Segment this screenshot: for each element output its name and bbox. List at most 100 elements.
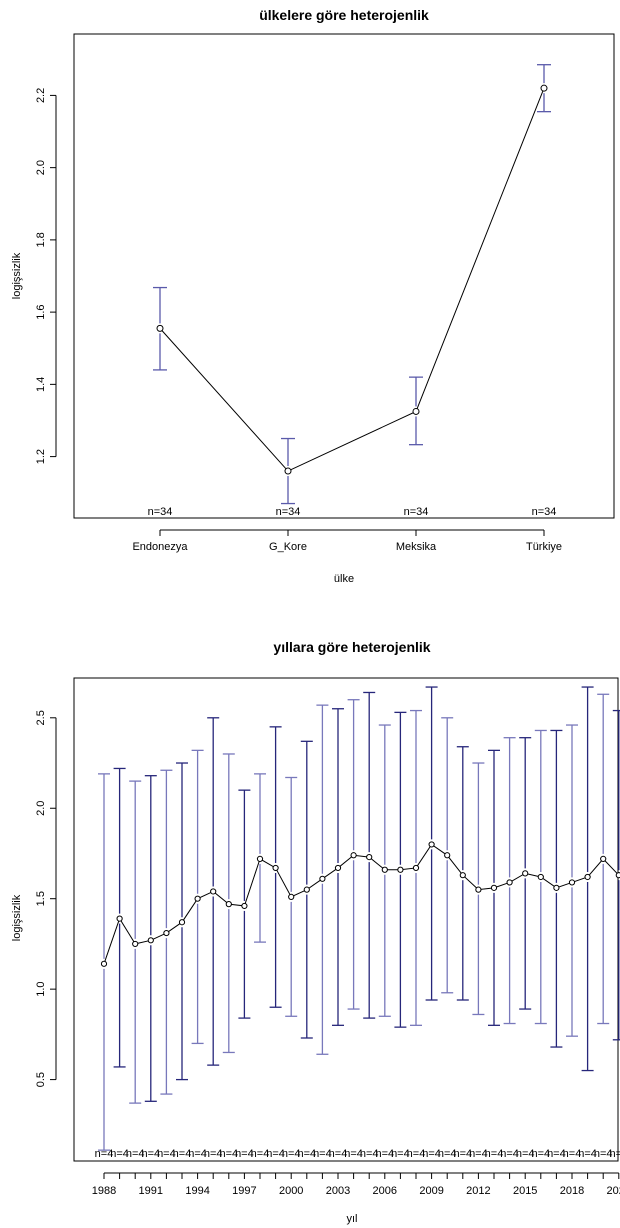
chart-2-point [303, 886, 310, 893]
chart-2-point [397, 866, 404, 873]
chart-2-point [194, 895, 201, 902]
chart-2-point [272, 864, 279, 872]
chart-2-n-label: n=4 [266, 1148, 285, 1160]
chart-2-n-label: n=4 [547, 1148, 566, 1160]
chart-1-x-tick-label: Endonezya [132, 541, 188, 553]
chart-2-n-label: n=4 [95, 1148, 114, 1160]
chart-2-n-label: n=4 [126, 1148, 145, 1160]
chart-2-point [412, 864, 420, 872]
chart-2-x-tick-label: 1994 [185, 1185, 209, 1197]
chart-2-n-label: n=4 [188, 1148, 207, 1160]
chart-2-errorbar [207, 717, 220, 1066]
chart-1-title: ülkelere göre heterojenlik [259, 7, 429, 23]
chart-1-point [412, 407, 420, 415]
chart-2-x-tick-label: 2012 [466, 1185, 490, 1197]
chart-2-point [490, 884, 498, 891]
chart-1-series [156, 84, 548, 475]
chart-2-series-line [103, 843, 620, 964]
chart-2-errorbar [176, 762, 188, 1081]
chart-2-errorbar [472, 762, 485, 1016]
chart-years: yıllara göre heterojenlik yıl logişsizli… [11, 639, 620, 1225]
chart-2-n-labels: n=4n=4n=4n=4n=4n=4n=4n=4n=4n=4n=4n=4n=4n… [95, 1148, 620, 1160]
chart-2-n-label: n=4 [157, 1148, 176, 1160]
chart-1-x-tick-label: G_Kore [269, 541, 307, 553]
chart-2-point [288, 893, 295, 900]
chart-1-n-labels: n=34 n=34 n=34 n=34 [148, 506, 557, 518]
chart-2-point [178, 919, 186, 926]
chart-2-x-tick-label: 2015 [513, 1185, 537, 1197]
chart-2-y-tick-label: 1.0 [35, 981, 47, 996]
chart-1-point [156, 324, 164, 332]
chart-2-point [225, 901, 232, 908]
chart-2-errorbar [113, 767, 126, 1068]
chart-2-errorbar [612, 709, 620, 1041]
chart-2-x-tick-label: 2009 [419, 1185, 443, 1197]
chart-2-point [553, 884, 560, 891]
chart-2-point [334, 864, 342, 872]
chart-2-n-label: n=4 [485, 1148, 504, 1160]
chart-2-errorbar [503, 737, 516, 1025]
chart-2-point [350, 852, 357, 859]
chart-2-n-label: n=4 [438, 1148, 457, 1160]
chart-2-errorbar [332, 708, 344, 1026]
chart-1-y-tick-label: 1.2 [35, 449, 47, 464]
chart-1-point [540, 84, 548, 92]
chart-2-x-tick-label: 1988 [92, 1185, 116, 1197]
chart-2-n-label: n=4 [500, 1148, 519, 1160]
chart-2-errorbar [597, 693, 610, 1025]
chart-2-point [319, 875, 326, 882]
chart-2-n-label: n=4 [469, 1148, 488, 1160]
chart-2-n-label: n=4 [531, 1148, 550, 1160]
chart-1-y-tick-label: 1.6 [35, 304, 47, 319]
chart-2-point [475, 886, 482, 893]
chart-2-errorbar [269, 726, 282, 1008]
chart-2-point [163, 929, 170, 937]
chart-2-errorbar [410, 709, 422, 1026]
chart-2-x-tick-label: 2006 [373, 1185, 397, 1197]
chart-1-errorbar [153, 286, 167, 371]
chart-1-errorbar [537, 64, 551, 113]
chart-1-series-line [159, 87, 545, 472]
chart-2-n-label: n=4 [329, 1148, 348, 1160]
chart-2-point [444, 852, 451, 859]
chart-2-n-label: n=4 [110, 1148, 129, 1160]
chart-2-point [100, 960, 108, 967]
chart-2-errorbar [254, 773, 266, 943]
chart-2-ylabel: logişsizlik [11, 894, 23, 941]
chart-2-point [537, 873, 544, 881]
chart-2-point [459, 872, 466, 879]
chart-1-n-label: n=34 [148, 506, 173, 518]
chart-2-errorbar [191, 749, 204, 1045]
chart-2-n-label: n=4 [313, 1148, 332, 1160]
chart-2-point [256, 855, 264, 862]
chart-2-point [210, 888, 217, 895]
chart-2-x-axis: 1988 1991 1994 1997 2000 2003 2006 2009 2012 2015… [92, 1172, 620, 1197]
chart-1-errorbar [281, 437, 295, 505]
chart-2-y-axis: 0.5 1.0 1.5 2.0 2.5 [35, 710, 57, 1087]
chart-2-errorbars [98, 686, 620, 1151]
chart-2-n-label: n=4 [391, 1148, 410, 1160]
chart-2-n-label: n=4 [453, 1148, 472, 1160]
chart-2-series [100, 841, 620, 967]
chart-2-n-label: n=4 [594, 1148, 613, 1160]
chart-2-n-label: n=4 [204, 1148, 223, 1160]
chart-1-x-tick-label: Meksika [396, 541, 437, 553]
chart-2-point [241, 902, 248, 910]
chart-2-y-tick-label: 0.5 [35, 1072, 47, 1087]
chart-1-y-tick-label: 1.4 [35, 377, 47, 392]
chart-2-point [506, 879, 513, 886]
chart-2-x-tick-label: 1991 [139, 1185, 163, 1197]
chart-2-errorbar [160, 769, 173, 1095]
chart-2-y-tick-label: 2.5 [35, 710, 47, 725]
chart-1-plot-frame [73, 33, 615, 519]
chart-2-errorbar [441, 717, 454, 994]
chart-2-errorbar [534, 729, 547, 1025]
chart-2-errorbar [222, 753, 235, 1054]
chart-2-x-tick-label: 1997 [232, 1185, 256, 1197]
chart-2-errorbar [566, 724, 578, 1037]
chart-2-n-label: n=4 [360, 1148, 379, 1160]
chart-1-y-tick-label: 2.0 [35, 160, 47, 175]
chart-2-n-label: n=4 [235, 1148, 254, 1160]
chart-2-errorbar [581, 686, 594, 1072]
